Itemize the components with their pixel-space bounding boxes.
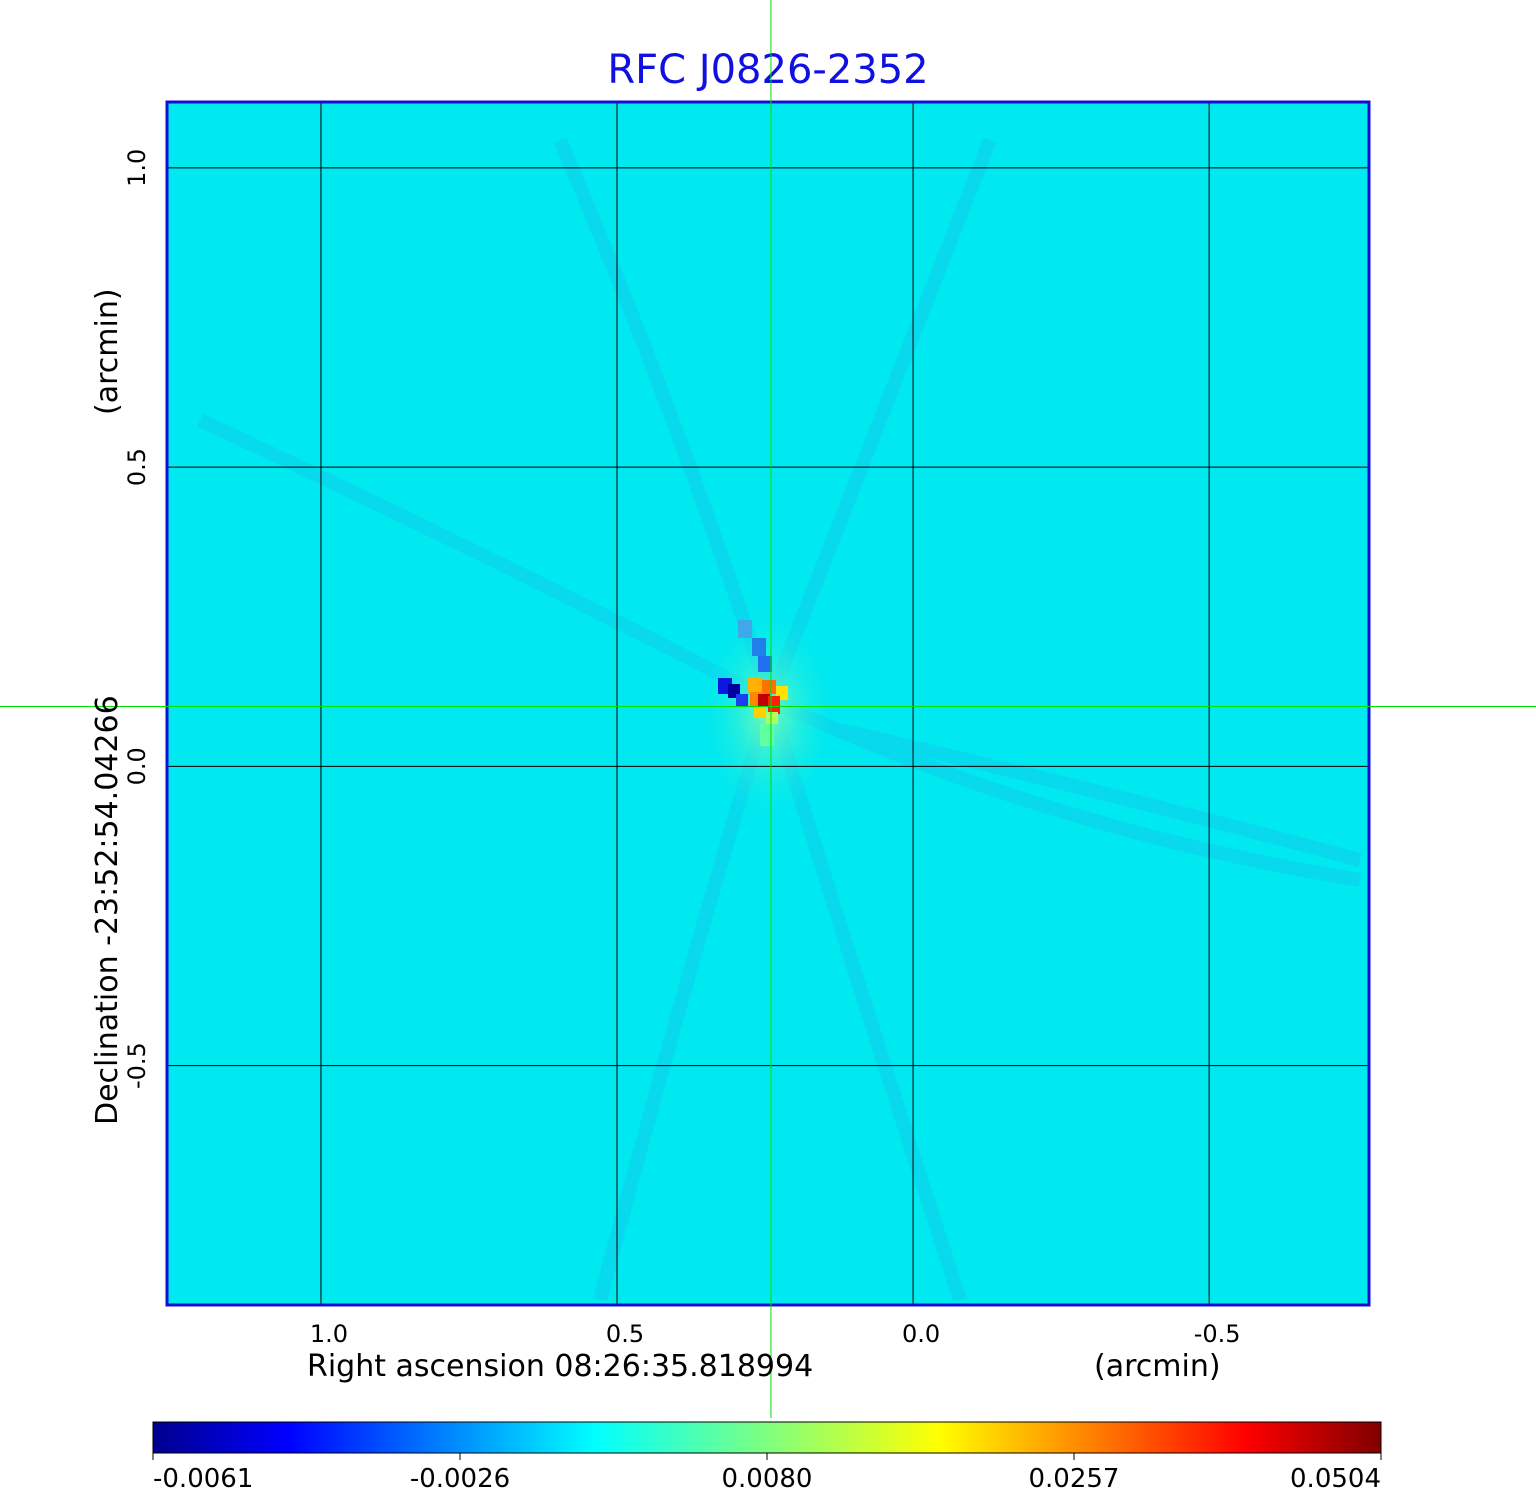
pixel-peak: [768, 696, 780, 714]
y-tick-label: 0.5: [123, 448, 151, 486]
colorbar-tick-label: 0.0080: [722, 1464, 813, 1494]
pixel-negative: [758, 656, 772, 672]
crosshair: [0, 0, 1536, 1418]
colorbar-tick-label: -0.0061: [153, 1464, 253, 1494]
y-axis-label: Declination -23:52:54.04266: [90, 695, 125, 1125]
plot-frame: [165, 100, 1371, 1307]
colorbar: [152, 1421, 1382, 1454]
pixel-negative: [752, 638, 766, 656]
pixel-negative: [738, 620, 752, 638]
grid-lines: [167, 102, 1369, 1305]
source-pixels: [718, 620, 788, 746]
pixel-negative: [736, 694, 748, 706]
pixel-peak: [758, 694, 770, 706]
chart-title: RFC J0826-2352: [607, 47, 928, 93]
x-tick-label: 0.5: [606, 1320, 644, 1348]
y-tick-label: 1.0: [123, 149, 151, 187]
x-tick-labels: 1.0 0.5 0.0 -0.5: [310, 1320, 1241, 1348]
sidelobe-streak: [838, 723, 1362, 867]
colorbar-tick-label: -0.0026: [410, 1464, 510, 1494]
pixel-warm: [766, 712, 778, 724]
y-tick-label: 0.0: [123, 747, 151, 785]
x-tick-label: 1.0: [310, 1320, 348, 1348]
image-field: [167, 102, 1369, 1305]
colorbar-ticks: -0.0061 -0.0026 0.0080 0.0257 0.0504: [152, 1453, 1382, 1494]
pixel-warm: [748, 678, 762, 692]
x-axis-unit: (arcmin): [1094, 1349, 1221, 1384]
pixel-warm: [760, 724, 774, 746]
pixel-warm: [754, 706, 766, 718]
y-axis-unit: (arcmin): [90, 288, 125, 415]
pixel-warm: [762, 680, 776, 694]
y-tick-labels: 1.0 0.5 0.0 -0.5: [123, 149, 151, 1089]
x-tick-label: -0.5: [1194, 1320, 1241, 1348]
x-tick-label: 0.0: [902, 1320, 940, 1348]
colorbar-tick-label: 0.0257: [1029, 1464, 1120, 1494]
colorbar-tick-label: 0.0504: [1290, 1464, 1381, 1494]
y-tick-label: -0.5: [123, 1042, 151, 1089]
x-axis-label: Right ascension 08:26:35.818994: [307, 1349, 813, 1384]
